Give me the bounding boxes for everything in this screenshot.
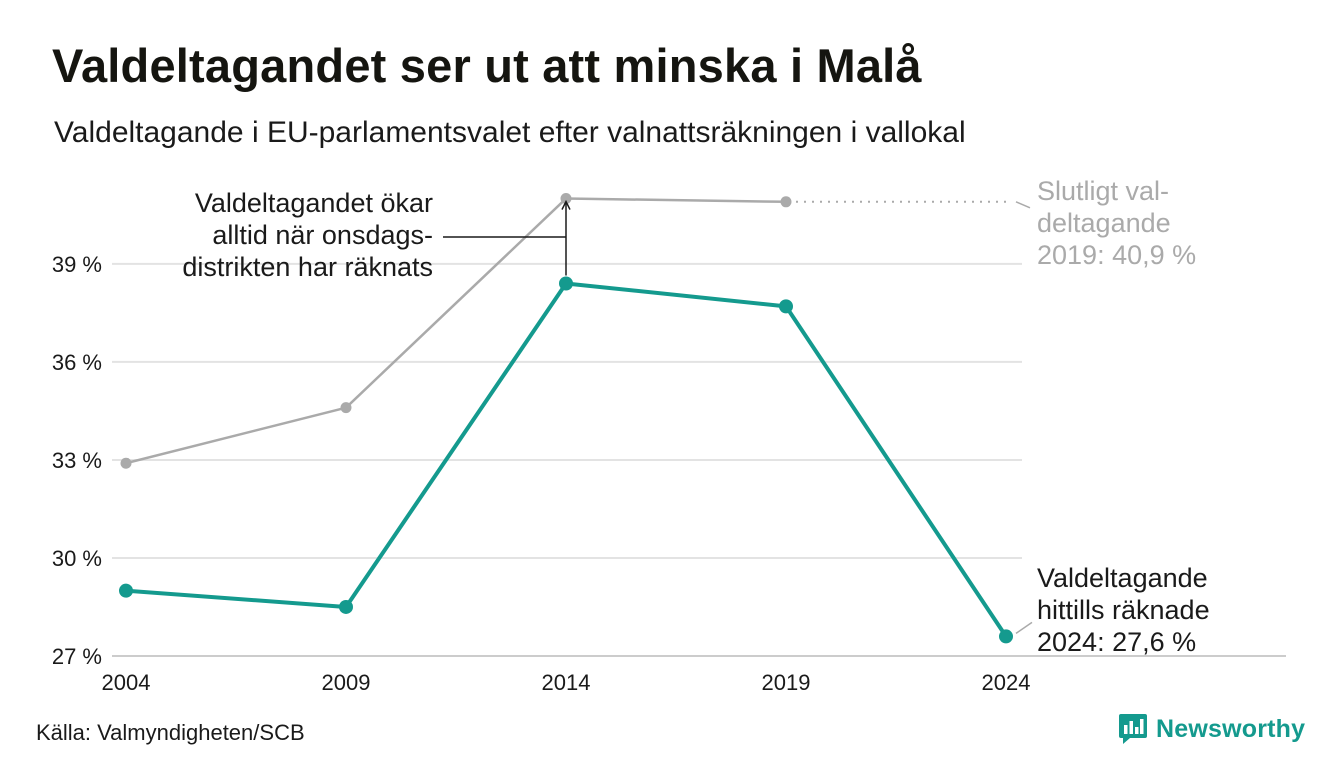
data-point-final [120,457,132,469]
source-note: Källa: Valmyndigheten/SCB [36,720,305,745]
annotation-current-turnout: Valdeltagande hittills räknade 2024: 27,6 … [1037,563,1210,657]
annotation-increase: Valdeltagandet ökar alltid när onsdags-di… [182,188,433,282]
annotations: Valdeltagandet ökar alltid när onsdags-di… [182,176,1209,657]
data-point-final [560,193,572,205]
grid-lines [112,262,1286,657]
x-tick-label: 2009 [322,670,371,695]
chart-title: Valdeltagandet ser ut att minska i Malå [52,39,922,92]
annotation-arrowhead [561,199,571,210]
x-axis-ticks: 2004 2009 2014 2019 2024 [102,670,1031,695]
x-tick-label: 2004 [102,670,151,695]
chart-subtitle: Valdeltagande i EU-parlamentsvalet efter… [54,116,966,149]
line-chart: 27 % 30 % 33 % 36 % 39 % 2004 2009 2014 2019 202… [52,176,1286,695]
data-point-counted [119,583,133,598]
data-point-counted [779,299,793,314]
newsworthy-logo-icon [1119,714,1147,744]
annotation-final-tick [1015,201,1031,209]
series-lines [119,193,1013,644]
brand-name: Newsworthy [1156,714,1306,743]
y-tick-label: 33 % [52,448,102,473]
x-tick-label: 2019 [762,670,811,695]
y-tick-label: 39 % [52,252,102,277]
x-tick-label: 2024 [982,670,1031,695]
annotation-final-turnout: Slutligt val-deltagande 2019: 40,9 % [1037,176,1196,270]
x-tick-label: 2014 [542,670,591,695]
y-tick-label: 36 % [52,350,102,375]
data-point-counted [559,276,573,291]
data-point-counted [339,599,353,614]
data-point-final [780,196,792,208]
data-point-counted [999,629,1013,644]
series-line-final [125,197,787,465]
y-axis-ticks: 27 % 30 % 33 % 36 % 39 % [52,252,102,669]
annotation-current-leader [1015,621,1033,635]
y-tick-label: 27 % [52,644,102,669]
y-tick-label: 30 % [52,546,102,571]
brand-logo: Newsworthy [1118,712,1305,746]
data-point-final [340,402,352,414]
